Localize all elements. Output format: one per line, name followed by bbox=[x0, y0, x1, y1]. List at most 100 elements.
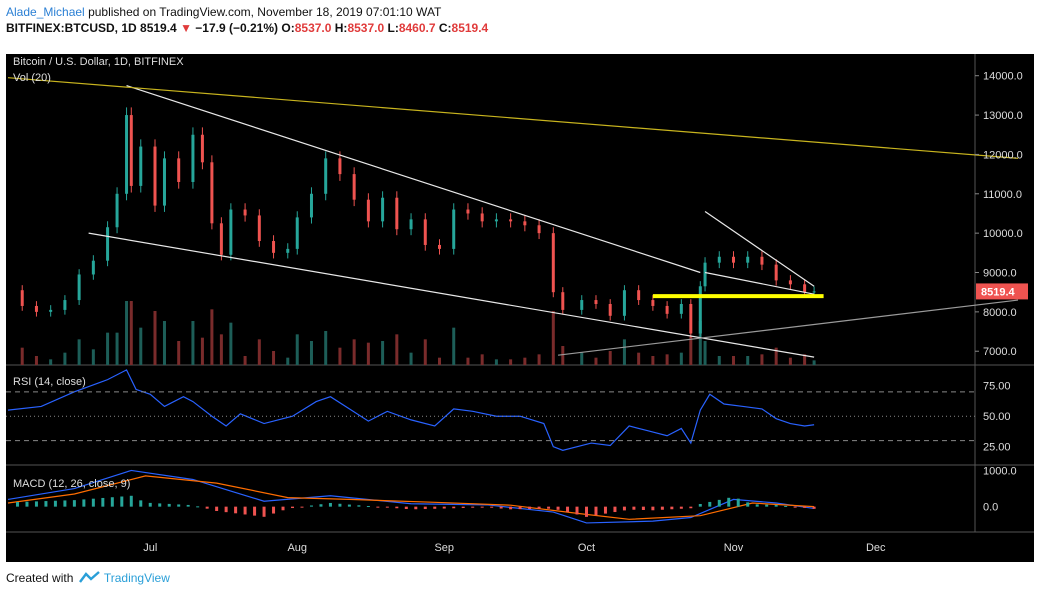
macd-histogram-bar bbox=[385, 506, 389, 508]
candle-body bbox=[129, 115, 133, 186]
trendline-wedge-top bbox=[704, 211, 815, 287]
macd-histogram-bar bbox=[812, 506, 816, 509]
macd-histogram-bar bbox=[404, 506, 408, 509]
macd-histogram-bar bbox=[25, 501, 29, 507]
price-axis-label: 11000.0 bbox=[983, 189, 1022, 201]
macd-histogram-bar bbox=[120, 496, 124, 507]
candle-body bbox=[703, 262, 707, 287]
chart-svg[interactable]: 8519.4 7000.0 8000.0 9000.0 10000.0 11000.0 1… bbox=[6, 54, 1034, 562]
volume-bar bbox=[63, 352, 67, 365]
candle-body bbox=[580, 300, 584, 310]
macd-histogram-bar bbox=[689, 506, 693, 509]
macd-histogram-bar bbox=[423, 506, 427, 510]
macd-histogram-bar bbox=[698, 503, 702, 507]
candle-body bbox=[286, 248, 290, 253]
candle-body bbox=[698, 286, 702, 334]
volume-bar bbox=[243, 356, 247, 365]
macd-histogram-bar bbox=[82, 499, 86, 507]
macd-histogram-bar bbox=[72, 500, 76, 507]
candle-body bbox=[774, 264, 778, 281]
candle-body bbox=[210, 162, 214, 224]
trendline-upper bbox=[126, 84, 701, 274]
candle-body bbox=[219, 223, 223, 255]
macd-histogram-bar bbox=[746, 502, 750, 507]
macd-histogram-bar bbox=[139, 500, 143, 507]
macd-histogram-bar bbox=[547, 506, 551, 509]
macd-histogram-bar bbox=[129, 495, 133, 507]
volume-bar bbox=[210, 309, 214, 365]
macd-histogram-bar bbox=[452, 506, 456, 509]
candle-body bbox=[803, 284, 807, 293]
candle-body bbox=[438, 244, 442, 249]
down-arrow-icon: ▼ bbox=[180, 21, 192, 35]
volume-bar bbox=[774, 347, 778, 365]
macd-histogram-bar bbox=[44, 501, 48, 507]
time-axis-label: Aug bbox=[287, 542, 307, 554]
volume-bar bbox=[177, 341, 181, 365]
macd-histogram-bar bbox=[309, 505, 313, 507]
candle-body bbox=[423, 219, 427, 245]
price-change: −17.9 (−0.21%) bbox=[195, 21, 279, 35]
tradingview-logo-icon bbox=[78, 571, 100, 583]
time-axis-label: Jul bbox=[143, 542, 157, 554]
candle-body bbox=[366, 199, 370, 222]
candle-body bbox=[746, 256, 750, 263]
volume-bar bbox=[77, 339, 81, 365]
volume-bar bbox=[219, 334, 223, 365]
open-value: 8537.0 bbox=[294, 21, 332, 35]
macd-histogram-bar bbox=[34, 501, 38, 507]
candle-body bbox=[191, 134, 195, 182]
chart-area[interactable]: 8519.4 7000.0 8000.0 9000.0 10000.0 11000.0 1… bbox=[6, 54, 1034, 562]
macd-histogram-bar bbox=[205, 506, 209, 509]
macd-histogram-bar bbox=[518, 506, 522, 510]
candle-body bbox=[731, 256, 735, 263]
signal-line bbox=[7, 475, 815, 520]
candle-body bbox=[466, 209, 470, 214]
time-axis-label: Oct bbox=[578, 542, 595, 554]
volume-bar bbox=[788, 357, 792, 365]
macd-histogram-bar bbox=[490, 506, 494, 508]
last-price: 8519.4 bbox=[140, 21, 177, 35]
macd-histogram-bar bbox=[613, 506, 617, 513]
candle-body bbox=[689, 303, 693, 334]
volume-bar bbox=[689, 336, 693, 365]
macd-histogram-bar bbox=[622, 506, 626, 511]
close-label: C: bbox=[438, 21, 452, 35]
volume-bar bbox=[608, 351, 612, 365]
candle-body bbox=[594, 300, 598, 304]
macd-histogram-bar bbox=[167, 503, 171, 507]
volume-bar bbox=[286, 357, 290, 365]
macd-histogram-bar bbox=[603, 506, 607, 514]
close-value: 8519.4 bbox=[451, 21, 489, 35]
macd-histogram-bar bbox=[575, 506, 579, 515]
low-label: L: bbox=[387, 21, 399, 35]
author-link[interactable]: Alade_Michael bbox=[6, 5, 85, 19]
trendline-wedge-bottom bbox=[704, 271, 815, 295]
macd-histogram-bar bbox=[347, 504, 351, 507]
trendline-long-term bbox=[7, 77, 1019, 159]
macd-histogram-bar bbox=[499, 506, 503, 509]
macd-histogram-bar bbox=[15, 501, 19, 507]
macd-histogram-bar bbox=[670, 506, 674, 510]
macd-histogram-bar bbox=[584, 506, 588, 517]
volume-bar bbox=[125, 301, 129, 365]
candle-body bbox=[229, 209, 233, 255]
macd-histogram-bar bbox=[291, 506, 295, 509]
volume-bar bbox=[162, 321, 166, 365]
macd-histogram-bar bbox=[63, 500, 67, 507]
macd-histogram-bar bbox=[471, 506, 475, 508]
rsi-axis-label: 25.00 bbox=[983, 442, 1011, 454]
price-axis-label: 8000.0 bbox=[983, 307, 1017, 319]
macd-histogram-bar bbox=[632, 506, 636, 510]
rsi-axis-label: 50.00 bbox=[983, 411, 1011, 423]
rsi-title: RSI (14, close) bbox=[13, 376, 86, 388]
volume-bar bbox=[49, 359, 53, 365]
macd-histogram-bar bbox=[357, 505, 361, 507]
candle-body bbox=[509, 219, 513, 222]
trendline-lower bbox=[88, 232, 815, 358]
macd-histogram-bar bbox=[461, 506, 465, 508]
tradingview-brand[interactable]: TradingView bbox=[103, 571, 170, 585]
volume-bar bbox=[395, 334, 399, 365]
macd-histogram-bar bbox=[53, 500, 57, 507]
volume-bar bbox=[509, 359, 513, 365]
